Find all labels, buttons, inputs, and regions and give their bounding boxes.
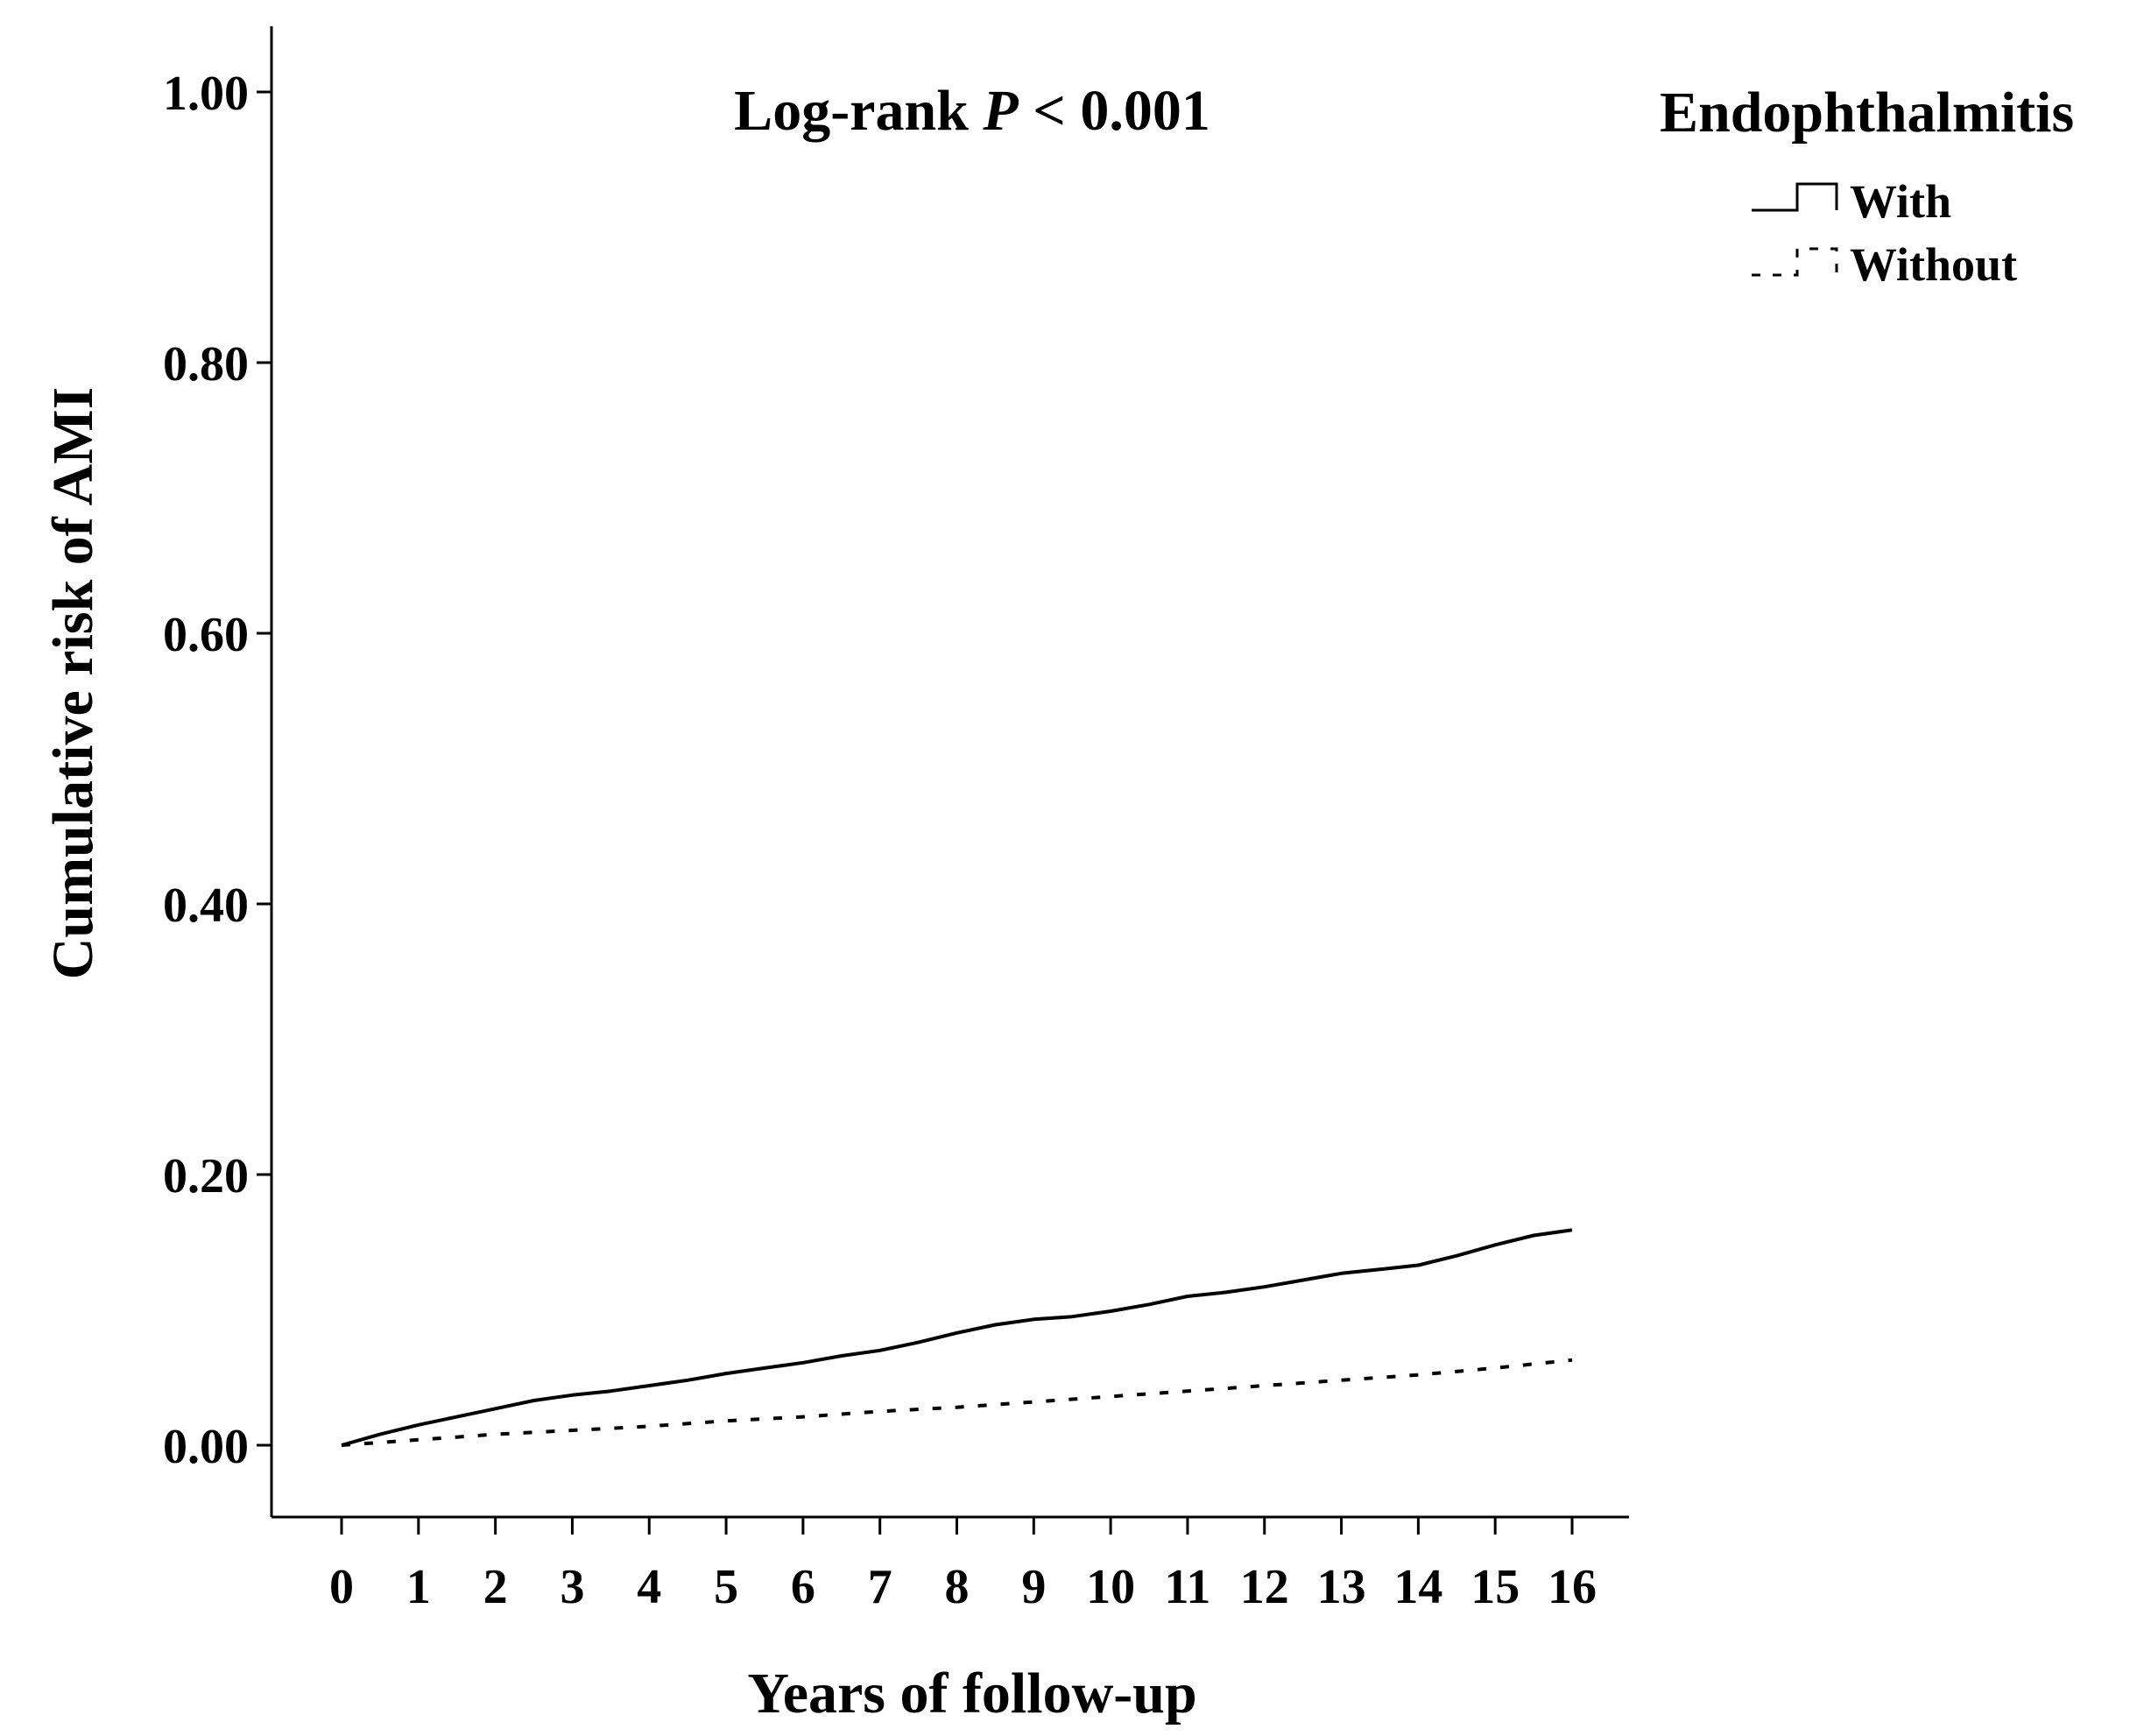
- series-layer: [341, 1228, 1573, 1447]
- x-tick-label: 6: [791, 1560, 815, 1614]
- legend-label-without: Without: [1850, 238, 2017, 291]
- legend-title: Endophthalmitis: [1660, 81, 2074, 145]
- legend-label-with: With: [1850, 175, 1951, 228]
- series-line-without: [341, 1358, 1573, 1447]
- y-tick-label: 0.20: [163, 1149, 249, 1203]
- legend-item-with: With: [1752, 175, 1951, 228]
- x-tick-label: 13: [1317, 1560, 1366, 1614]
- x-tick-label: 2: [483, 1560, 508, 1614]
- x-tick-label: 12: [1240, 1560, 1289, 1614]
- x-tick-label: 10: [1086, 1560, 1135, 1614]
- y-tick-label: 0.00: [163, 1420, 249, 1474]
- series-line-with: [341, 1228, 1573, 1447]
- x-tick-label: 16: [1548, 1560, 1597, 1614]
- x-tick-label: 4: [637, 1560, 661, 1614]
- legend: Endophthalmitis With Without: [1660, 81, 2074, 291]
- annotation-logrank: Log-rank P < 0.001: [734, 79, 1210, 143]
- x-axis-title: Years of follow-up: [747, 1662, 1196, 1725]
- x-tick-label: 8: [945, 1560, 970, 1614]
- x-tick-label: 9: [1021, 1560, 1046, 1614]
- legend-swatch-with: [1752, 182, 1838, 212]
- legend-swatch-without: [1752, 247, 1838, 277]
- y-tick-label: 0.40: [163, 879, 249, 933]
- x-tick-label: 15: [1471, 1560, 1520, 1614]
- plot-area: [270, 26, 1629, 1519]
- x-tick-label: 5: [714, 1560, 738, 1614]
- x-tick-label: 7: [868, 1560, 892, 1614]
- y-tick-label: 0.80: [163, 337, 249, 392]
- y-tick-label: 0.60: [163, 608, 249, 662]
- x-ticks: 0 1 2 3 4 5 6 7 8 9 10 11 12 13 14 15 16: [329, 1517, 1597, 1614]
- x-tick-label: 14: [1393, 1560, 1442, 1614]
- x-tick-label: 0: [329, 1560, 354, 1614]
- x-tick-label: 1: [406, 1560, 431, 1614]
- y-ticks: 0.00 0.20 0.40 0.60 0.80 1.00: [163, 67, 272, 1474]
- x-tick-label: 3: [560, 1560, 584, 1614]
- legend-item-without: Without: [1752, 238, 2017, 291]
- y-axis-title: Cumulative risk of AMI: [41, 387, 105, 980]
- x-tick-label: 11: [1164, 1560, 1210, 1614]
- y-tick-label: 1.00: [163, 67, 249, 121]
